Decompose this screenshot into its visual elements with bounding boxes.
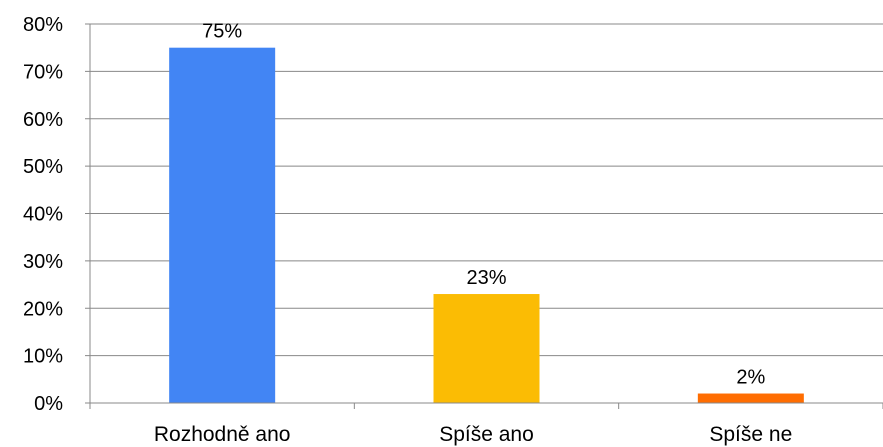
- axes: [85, 23, 883, 409]
- y-tick-label: 40%: [23, 204, 63, 226]
- x-tick-label: Rozhodně ano: [154, 423, 291, 446]
- y-tick-label: 50%: [23, 156, 63, 178]
- bar: [169, 47, 276, 403]
- y-tick-label: 60%: [23, 109, 63, 131]
- y-tick-label: 80%: [23, 14, 63, 36]
- data-label: 23%: [466, 267, 506, 289]
- data-label: 2%: [736, 367, 765, 389]
- y-tick-label: 70%: [23, 61, 63, 83]
- x-tick-label: Spíše ne: [709, 423, 792, 446]
- y-tick-label: 20%: [23, 298, 63, 320]
- bar: [433, 294, 540, 403]
- x-tick-label: Spíše ano: [439, 423, 534, 446]
- labels: 0% 10% 20% 30% 40% 50% 60% 70% 80% 75% Rozhodně an…: [23, 14, 792, 446]
- y-tick-label: 30%: [23, 251, 63, 273]
- y-tick-label: 0%: [34, 393, 63, 415]
- data-label: 75%: [202, 21, 242, 43]
- bars: [169, 47, 804, 403]
- y-tick-label: 10%: [23, 346, 63, 368]
- bar: [697, 393, 804, 403]
